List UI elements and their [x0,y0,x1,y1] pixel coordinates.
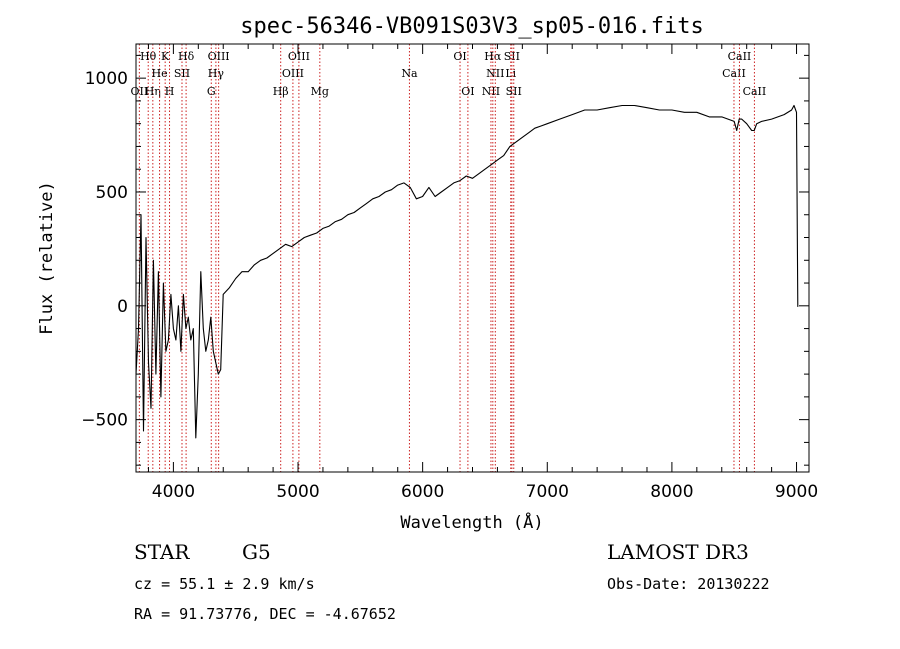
line-marker-label-1: Hθ [140,50,157,63]
line-marker-label-10: OIII [208,50,230,63]
line-marker-label-6: SII [174,67,190,80]
y-tick-label-0: −500 [81,411,128,431]
line-marker-label-20: NII [486,67,504,80]
tick-layer: 4000 5000 6000 7000 8000 9000 −500 0 500 1000 [81,44,818,502]
x-tick-label-2: 6000 [401,482,444,502]
line-marker-label-23: SII [506,85,522,98]
radec-readout: RA = 91.73776, DEC = -4.67652 [134,605,396,623]
chart-title: spec-56346-VB091S03V3_sp05-016.fits [240,14,704,39]
x-tick-label-1: 5000 [276,482,319,502]
line-marker-label-7: Hδ [178,50,195,63]
line-marker-label-5: H [165,85,175,98]
line-marker-label-21: Li [505,67,516,80]
line-marker-label-2: Hη [145,85,161,98]
line-marker-label-3: K [161,50,170,63]
y-tick-label-1: 0 [117,297,128,317]
y-tick-label-3: 1000 [85,69,128,89]
line-marker-label-18: NII [482,85,500,98]
line-marker-label-24: CaII [722,67,746,80]
line-marker-label-22: SII [504,50,520,63]
line-marker-label-15: Na [401,67,418,80]
survey-name: LAMOST DR3 [607,540,749,564]
x-tick-label-3: 7000 [526,482,569,502]
line-marker-label-26: CaII [743,85,767,98]
line-marker-label-19: Hα [484,50,502,63]
line-marker-label-9: Hγ [208,67,225,80]
x-tick-label-0: 4000 [152,482,195,502]
redshift-readout: cz = 55.1 ± 2.9 km/s [134,575,315,593]
line-marker-layer: OII Hθ Hη K He H SII Hδ G Hγ OIII Hβ OIII OIII Mg Na OI O… [131,44,767,472]
line-marker-label-11: Hβ [273,85,289,98]
line-marker-label-12: OIII [282,67,304,80]
y-axis-label: Flux (relative) [37,181,57,335]
y-tick-label-2: 500 [96,183,128,203]
line-marker-label-16: OI [453,50,466,63]
line-marker-label-14: Mg [311,85,329,98]
x-tick-label-4: 8000 [650,482,693,502]
spectrum-line [135,104,799,439]
line-marker-label-8: G [207,85,216,98]
object-subclass: G5 [242,540,271,564]
x-tick-label-5: 9000 [775,482,818,502]
line-marker-label-25: CaII [728,50,752,63]
obs-date: Obs-Date: 20130222 [607,575,770,593]
line-marker-label-17: OI [461,85,474,98]
x-axis-label: Wavelength (Å) [400,511,543,533]
line-marker-label-4: He [152,67,168,80]
line-marker-label-13: OIII [288,50,310,63]
plot-frame [135,43,810,473]
object-class: STAR [134,540,190,564]
spectrum-layer [135,104,799,439]
line-marker-label-0: OII [131,85,149,98]
